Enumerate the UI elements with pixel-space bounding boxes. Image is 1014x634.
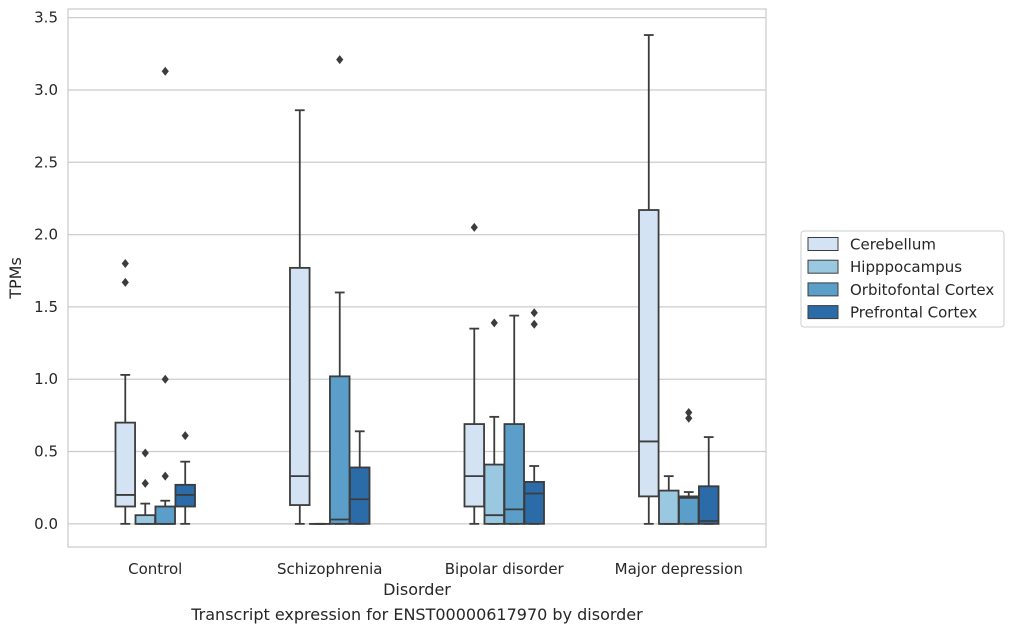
outlier-point <box>181 431 189 441</box>
box-body <box>114 421 136 508</box>
box-body <box>503 423 525 525</box>
x-tick-label: Bipolar disorder <box>445 560 565 578</box>
box <box>349 430 371 525</box>
box <box>154 66 176 525</box>
box-body <box>523 481 545 525</box>
outlier-point <box>161 374 169 384</box>
plot-frame <box>67 8 767 548</box>
y-tick-label: 0.5 <box>34 443 58 461</box>
outlier-point <box>470 222 478 232</box>
box-body <box>349 466 371 525</box>
x-tick-label: Major depression <box>615 560 743 578</box>
x-axis-label: Disorder <box>383 580 451 599</box>
box-body <box>463 423 485 508</box>
outlier-point <box>121 277 129 287</box>
legend-label: Prefrontal Cortex <box>850 304 977 322</box>
box <box>134 448 156 525</box>
outlier-point <box>490 318 498 328</box>
legend-swatch <box>807 305 839 320</box>
legend-swatch <box>807 237 839 251</box>
outlier-point <box>161 471 169 481</box>
legend-label: Orbitofontal Cortex <box>850 281 994 299</box>
y-tick-label: 2.0 <box>34 226 58 244</box>
legend-frame <box>800 230 1005 328</box>
y-tick-label: 1.5 <box>34 298 58 316</box>
outlier-point <box>336 55 344 65</box>
box <box>678 408 700 525</box>
y-axis-label: TPMs <box>6 257 25 300</box>
y-tick-label: 3.5 <box>34 9 58 27</box>
box <box>638 34 660 525</box>
box-body <box>134 514 156 525</box>
y-tick-label: 0.0 <box>34 515 58 533</box>
y-tick-label: 2.5 <box>34 153 58 171</box>
box-body <box>154 505 176 525</box>
outlier-point <box>530 319 538 329</box>
outlier-point <box>685 413 693 423</box>
x-tick-label: Control <box>128 560 182 578</box>
legend: Cerebellum Hipppocampus Orbitofontal Corte… <box>800 230 1005 328</box>
box <box>114 259 136 525</box>
box <box>483 318 505 525</box>
box <box>503 314 525 525</box>
box <box>174 431 196 525</box>
outlier-point <box>141 448 149 458</box>
box <box>329 55 351 525</box>
y-tick-label: 1.0 <box>34 370 58 388</box>
box <box>698 436 720 525</box>
box <box>289 109 311 525</box>
y-tick-labels: 0.0 0.5 1.0 1.5 2.0 2.5 3.0 3.5 <box>34 9 58 533</box>
legend-swatch <box>807 282 839 297</box>
box <box>658 475 680 525</box>
box-body <box>289 266 311 506</box>
legend-swatch <box>807 259 839 274</box>
grid-lines <box>68 17 766 525</box>
outlier-point <box>530 308 538 318</box>
chart-caption: Transcript expression for ENST0000061797… <box>191 605 643 624</box>
box <box>463 222 485 525</box>
box-body <box>329 375 351 525</box>
box-body <box>658 489 680 525</box>
box-plot-series <box>114 34 720 525</box>
legend-label: Cerebellum <box>850 236 936 254</box>
outlier-point <box>141 478 149 488</box>
box <box>523 308 545 525</box>
x-tick-label: Schizophrenia <box>277 560 382 578</box>
box-body <box>678 495 700 525</box>
outlier-point <box>161 66 169 76</box>
y-tick-label: 3.0 <box>34 81 58 99</box>
x-tick-labels: Control Schizophrenia Bipolar disorder Majo… <box>128 560 743 578</box>
outlier-point <box>685 408 693 417</box>
legend-label: Hipppocampus <box>850 258 962 276</box>
box-body <box>638 209 660 498</box>
outlier-point <box>121 259 129 269</box>
box-body <box>698 485 720 525</box>
